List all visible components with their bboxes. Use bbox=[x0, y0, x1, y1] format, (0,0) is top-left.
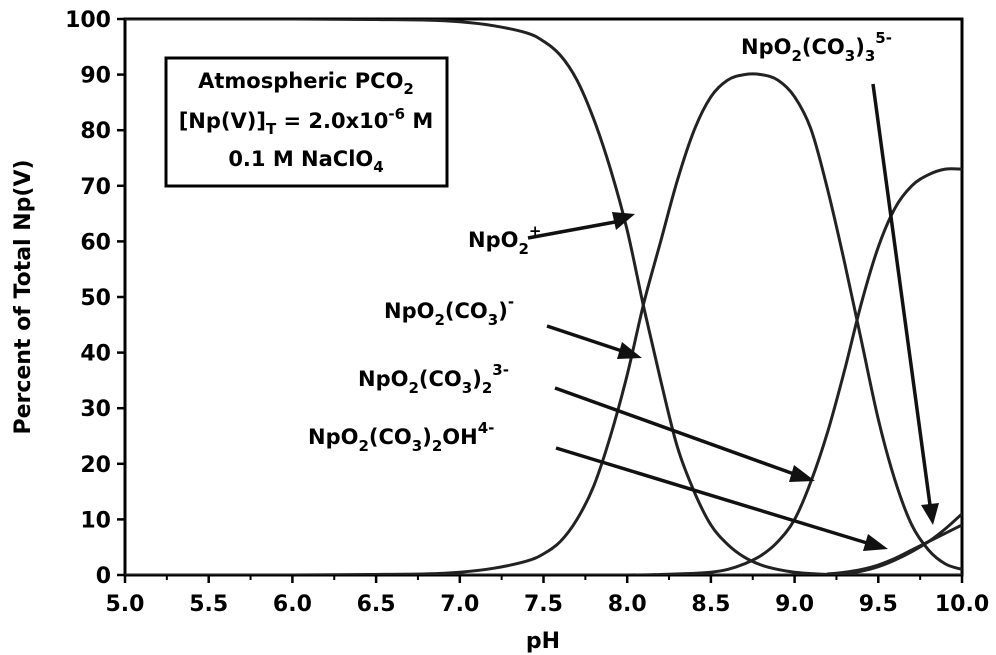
y-tick-label: 60 bbox=[80, 230, 111, 255]
y-tick-label: 40 bbox=[80, 342, 111, 367]
arrowhead-npo2-plus bbox=[612, 212, 635, 230]
series-line-1 bbox=[125, 72, 962, 575]
x-tick-label: 10.0 bbox=[935, 592, 989, 617]
conditions-line-3: 0.1 M NaClO4 bbox=[228, 147, 383, 176]
series-line-2 bbox=[125, 167, 962, 575]
arrowhead-npo2co32oh bbox=[863, 534, 888, 551]
x-tick-label: 8.5 bbox=[691, 592, 730, 617]
y-tick-label: 30 bbox=[80, 397, 111, 422]
arrowhead-npo2co3 bbox=[617, 342, 642, 359]
y-tick-label: 80 bbox=[80, 119, 111, 144]
x-tick-label: 6.0 bbox=[273, 592, 312, 617]
x-tick-label: 5.5 bbox=[189, 592, 228, 617]
x-tick-label: 9.0 bbox=[775, 592, 814, 617]
x-tick-label: 6.5 bbox=[357, 592, 396, 617]
y-axis-title: Percent of Total Np(V) bbox=[11, 159, 36, 434]
arrow-npo2co32oh bbox=[555, 446, 868, 545]
x-axis: 5.0 5.5 6.0 6.5 7.0 7.5 8.0 8.5 9.0 9.5 10.0 bbox=[106, 575, 989, 617]
x-tick-label: 8.0 bbox=[608, 592, 647, 617]
y-tick-label: 0 bbox=[96, 564, 111, 589]
x-tick-label: 9.5 bbox=[859, 592, 898, 617]
y-tick-label: 10 bbox=[80, 508, 111, 533]
x-tick-label: 5.0 bbox=[106, 592, 145, 617]
y-tick-label: 50 bbox=[80, 286, 111, 311]
y-tick-label: 20 bbox=[80, 453, 111, 478]
series-group bbox=[125, 19, 962, 575]
conditions-line-2: [Np(V)]T = 2.0x10-6 M bbox=[179, 105, 434, 138]
label-npo2co32-3minus: NpO2(CO3)23- bbox=[358, 361, 509, 397]
label-npo2co33-5minus: NpO2(CO3)35- bbox=[741, 29, 892, 65]
arrowhead-npo2co32 bbox=[789, 465, 815, 482]
arrow-npo2co32 bbox=[554, 386, 795, 476]
y-tick-label: 90 bbox=[80, 64, 111, 89]
arrowhead-npo2co33 bbox=[921, 503, 939, 525]
y-tick-label: 70 bbox=[80, 175, 111, 200]
arrow-npo2-plus bbox=[527, 220, 616, 240]
label-npo2-plus: NpO2+ bbox=[468, 222, 541, 258]
arrow-npo2co3 bbox=[546, 324, 623, 353]
x-tick-label: 7.0 bbox=[440, 592, 479, 617]
conditions-line-1: Atmospheric PCO2 bbox=[198, 69, 414, 98]
x-tick-label: 7.5 bbox=[524, 592, 563, 617]
annotation-arrows bbox=[527, 83, 939, 551]
label-npo2co32oh-4minus: NpO2(CO3)2OH4- bbox=[308, 419, 494, 455]
label-npo2co3-minus: NpO2(CO3)- bbox=[384, 293, 514, 329]
y-tick-label: 100 bbox=[65, 8, 111, 33]
conditions-box-border bbox=[164, 56, 449, 188]
arrow-npo2co33 bbox=[871, 83, 932, 506]
series-line-4 bbox=[125, 512, 962, 575]
x-axis-title: pH bbox=[526, 629, 560, 654]
y-axis: 0 10 20 30 40 50 60 70 80 90 100 bbox=[65, 8, 125, 589]
conditions-box: Atmospheric PCO2 [Np(V)]T = 2.0x10-6 M 0… bbox=[164, 56, 449, 188]
